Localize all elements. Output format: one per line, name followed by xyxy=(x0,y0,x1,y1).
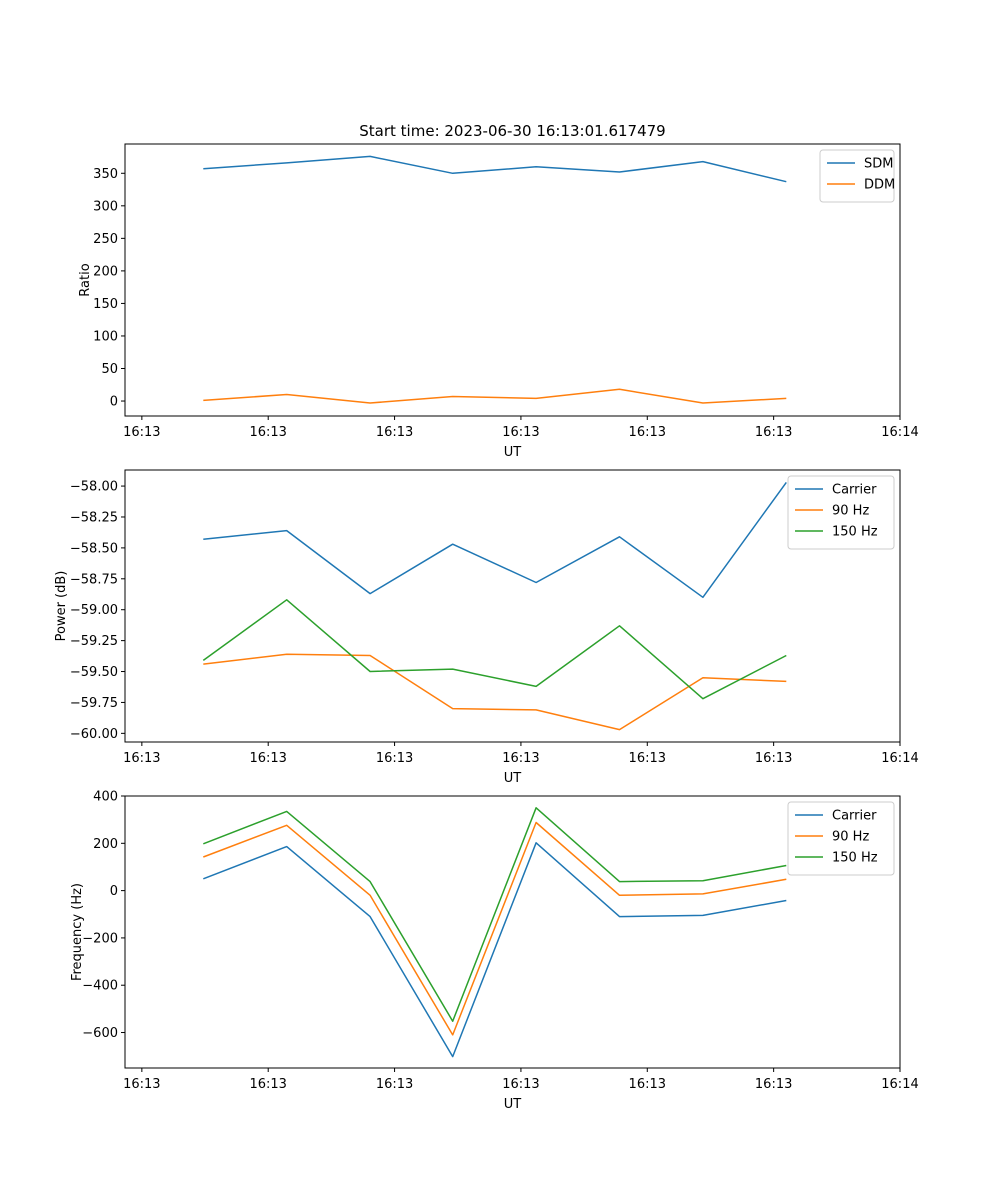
subplot-2: 16:13 16:13 16:13 16:13 16:13 16:13 16:14 −60.0… xyxy=(54,469,919,786)
plot-frame xyxy=(124,795,901,1069)
x-tick-label: 16:13 xyxy=(502,425,539,440)
y-tick-label: 250 xyxy=(93,232,118,247)
subplot-3: 16:13 16:13 16:13 16:13 16:13 16:13 16:14 −600 −… xyxy=(70,790,919,1113)
x-tick-label: 16:13 xyxy=(249,751,286,766)
x-tick-label: 16:13 xyxy=(249,1077,286,1092)
y-tick-label: 300 xyxy=(93,199,118,214)
y-tick-label: 50 xyxy=(101,362,118,377)
x-tick-label: 16:13 xyxy=(249,425,286,440)
series-line-3-2 xyxy=(203,821,787,1036)
series-line-2-1 xyxy=(203,481,787,599)
y-axis-label: Frequency (Hz) xyxy=(70,883,85,981)
y-tick-label: −58.00 xyxy=(70,480,118,495)
plot-frame xyxy=(124,143,901,417)
y-tick-label: −400 xyxy=(82,979,118,994)
legend-label: DDM xyxy=(864,178,895,193)
y-tick-label: −58.25 xyxy=(70,510,118,525)
y-tick-label: 200 xyxy=(93,264,118,279)
x-axis-label: UT xyxy=(504,771,522,786)
y-tick-label: 0 xyxy=(110,395,118,410)
y-tick-label: 100 xyxy=(93,329,118,344)
y-tick-label: −600 xyxy=(82,1026,118,1041)
x-tick-label: 16:14 xyxy=(881,425,918,440)
subplot-1: 16:13 16:13 16:13 16:13 16:13 16:13 16:14 0 50 10… xyxy=(78,143,919,460)
y-tick-label: 400 xyxy=(93,790,118,805)
x-tick-label: 16:13 xyxy=(123,1077,160,1092)
y-tick-label: 350 xyxy=(93,167,118,182)
y-tick-label: −60.00 xyxy=(70,727,118,742)
legend-label: SDM xyxy=(864,157,893,172)
legend: Carrier 90 Hz 150 Hz xyxy=(787,475,895,550)
x-tick-label: 16:13 xyxy=(755,425,792,440)
x-tick-label: 16:13 xyxy=(376,751,413,766)
legend-label: Carrier xyxy=(832,483,877,498)
y-tick-label: −59.00 xyxy=(70,603,118,618)
figure-title: Start time: 2023-06-30 16:13:01.617479 xyxy=(359,122,665,140)
series-line-1-2 xyxy=(203,388,787,404)
y-tick-label: 150 xyxy=(93,297,118,312)
x-tick-label: 16:13 xyxy=(376,425,413,440)
legend-label: Carrier xyxy=(832,809,877,824)
series-line-3-1 xyxy=(203,842,787,1058)
plots-container: 16:13 16:13 16:13 16:13 16:13 16:13 16:14 0 50 10… xyxy=(54,143,919,1113)
x-tick-label: 16:13 xyxy=(502,1077,539,1092)
x-tick-label: 16:14 xyxy=(881,751,918,766)
x-tick-label: 16:13 xyxy=(629,1077,666,1092)
y-tick-label: −59.25 xyxy=(70,634,118,649)
x-tick-label: 16:13 xyxy=(629,425,666,440)
y-tick-label: −59.75 xyxy=(70,696,118,711)
series-line-2-3 xyxy=(202,599,787,700)
legend-label: 150 Hz xyxy=(832,851,878,866)
y-tick-label: −200 xyxy=(82,931,118,946)
x-axis-label: UT xyxy=(504,1097,522,1112)
plot-frame xyxy=(124,469,901,743)
x-tick-label: 16:13 xyxy=(755,1077,792,1092)
y-axis-label: Power (dB) xyxy=(54,571,69,642)
x-tick-label: 16:13 xyxy=(755,751,792,766)
legend: Carrier 90 Hz 150 Hz xyxy=(787,801,895,876)
y-axis-label: Ratio xyxy=(78,263,93,296)
x-axis-label: UT xyxy=(504,445,522,460)
y-tick-label: 200 xyxy=(93,837,118,852)
series-line-1-1 xyxy=(203,155,787,183)
x-tick-label: 16:13 xyxy=(123,751,160,766)
y-tick-label: 0 xyxy=(110,884,118,899)
x-tick-label: 16:13 xyxy=(629,751,666,766)
y-tick-label: −59.50 xyxy=(70,665,118,680)
x-tick-label: 16:14 xyxy=(881,1077,918,1092)
x-tick-label: 16:13 xyxy=(502,751,539,766)
x-tick-label: 16:13 xyxy=(123,425,160,440)
y-tick-label: −58.50 xyxy=(70,541,118,556)
y-tick-label: −58.75 xyxy=(70,572,118,587)
x-tick-label: 16:13 xyxy=(376,1077,413,1092)
legend: SDM DDM xyxy=(819,149,895,203)
legend-label: 150 Hz xyxy=(832,525,878,540)
legend-label: 90 Hz xyxy=(832,830,869,845)
series-line-3-3 xyxy=(203,807,787,1022)
legend-label: 90 Hz xyxy=(832,504,869,519)
